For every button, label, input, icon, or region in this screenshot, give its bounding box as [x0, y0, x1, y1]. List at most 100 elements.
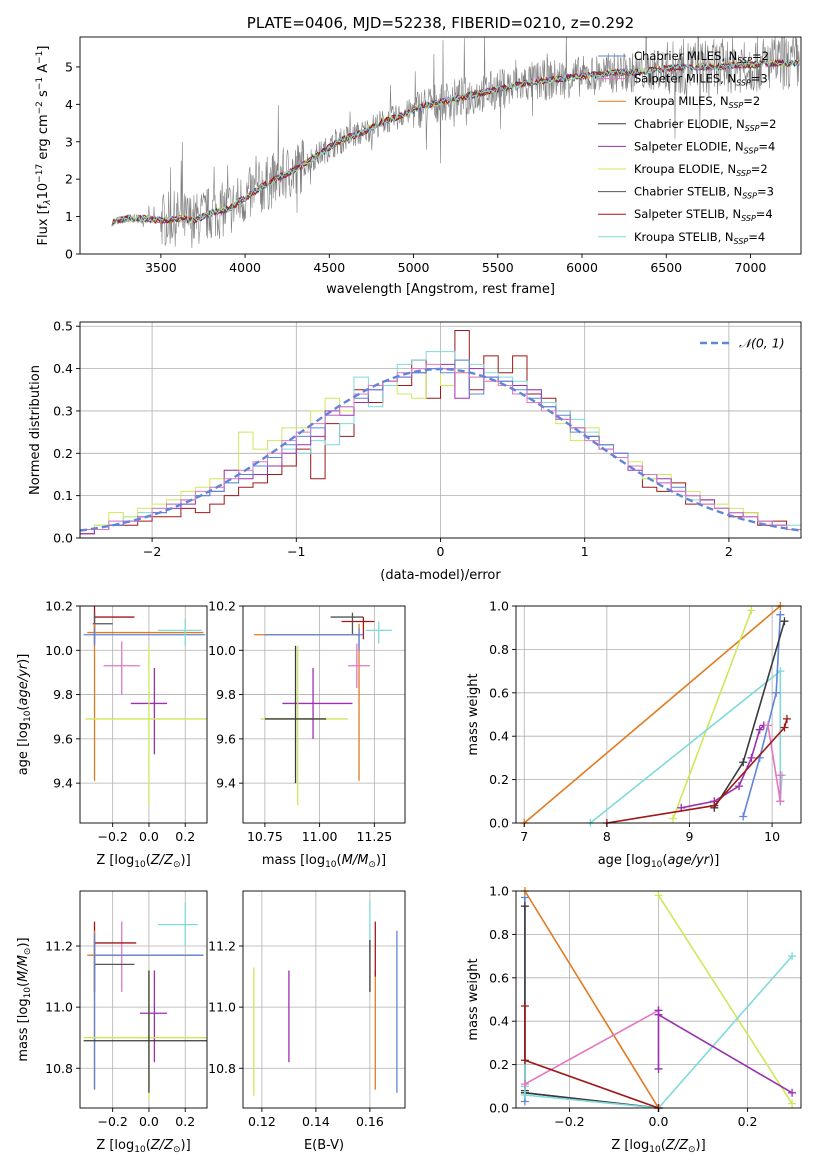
lines — [520, 887, 797, 1112]
x-tick-label: 4500 — [313, 260, 345, 275]
y-tick-label: 0.4 — [489, 729, 509, 744]
model-line — [111, 58, 800, 226]
point-marker — [788, 952, 797, 961]
x-tick-label: 4000 — [229, 260, 261, 275]
legend-label: Chabrier ELODIE, NSSP=2 — [634, 117, 776, 133]
x-tick-label: 0.2 — [175, 1114, 195, 1129]
y-axis-label: Normed distribution — [28, 365, 43, 495]
x-tick-label: 0.0 — [649, 1114, 669, 1129]
y-tick-label: 10.8 — [208, 1061, 236, 1076]
y-axis-label: mass [log10(M/M⊙)] — [16, 937, 33, 1061]
point-marker — [520, 1090, 529, 1099]
x-tick-label: 0.0 — [139, 829, 159, 844]
point-marker — [668, 814, 677, 823]
y-tick-label: 9.8 — [53, 687, 73, 702]
legend-label: Kroupa ELODIE, NSSP=2 — [634, 162, 768, 178]
point-marker — [520, 1056, 529, 1065]
weight-line — [524, 890, 660, 1109]
legend-label: Kroupa STELIB, NSSP=4 — [634, 230, 765, 246]
x-tick-label: 0.2 — [175, 829, 195, 844]
point-marker — [654, 1064, 663, 1073]
point-marker — [755, 725, 764, 734]
point-marker — [780, 617, 789, 626]
x-tick-label: −0.2 — [97, 1114, 127, 1129]
point-marker — [520, 1002, 529, 1011]
y-tick-label: 0.1 — [53, 488, 73, 503]
y-tick-label: 1 — [65, 209, 73, 224]
point-marker — [776, 771, 785, 780]
y-tick-label: 11.0 — [208, 1000, 236, 1015]
point-marker — [520, 1080, 529, 1089]
weight-line — [672, 610, 753, 819]
spectrum-lines — [111, 37, 800, 249]
y-tick-label: 9.4 — [216, 776, 236, 791]
x-tick-label: −2 — [143, 544, 161, 559]
y-tick-label: 9.6 — [216, 731, 236, 746]
markers — [253, 900, 398, 1096]
point-marker — [788, 1088, 797, 1097]
y-tick-label: 11.0 — [45, 1000, 73, 1015]
y-tick-label: 10.2 — [208, 599, 236, 614]
x-tick-label: 9 — [686, 829, 694, 844]
weight-line — [523, 605, 781, 824]
x-tick-label: 1 — [581, 544, 589, 559]
x-tick-label: 3500 — [145, 260, 177, 275]
point-marker — [654, 1010, 663, 1019]
x-tick-label: 10.75 — [247, 829, 283, 844]
x-tick-label: −0.2 — [97, 829, 127, 844]
x-axis-label: mass [log10(M/M⊙)] — [262, 853, 386, 870]
markers — [83, 606, 207, 806]
legend-label: Salpeter MILES, NSSP=3 — [634, 72, 768, 88]
y-tick-label: 0.8 — [489, 642, 509, 657]
markers — [83, 903, 207, 1099]
x-axis-label: Z [log10(Z/Z⊙)] — [96, 853, 190, 870]
legend-label: Salpeter STELIB, NSSP=4 — [634, 207, 773, 223]
y-tick-label: 10.2 — [45, 599, 73, 614]
point-marker — [747, 753, 756, 762]
y-axis-label: age [log10(age/yr)] — [16, 654, 33, 776]
y-tick-label: 0.0 — [489, 1101, 509, 1116]
age-vs-mass-panel: 10.75 11.00 11.25 9.4 9.6 9.8 10.0 10.2 mass [lo… — [208, 599, 406, 870]
x-tick-label: 6000 — [566, 260, 598, 275]
y-tick-label: 10.8 — [45, 1061, 73, 1076]
spectrum-panel: 3500 4000 4500 5000 5500 6000 6500 7000 0 1 2 3 4 5 Ch… — [35, 14, 802, 297]
legend-label: 𝒩(0, 1) — [739, 336, 785, 351]
y-tick-label: 0.6 — [489, 970, 509, 985]
y-tick-label: 0.2 — [53, 446, 73, 461]
point-marker — [747, 606, 756, 615]
x-axis-label: Z [log10(Z/Z⊙)] — [611, 1138, 705, 1155]
legend-label: Chabrier MILES, NSSP=2 — [634, 49, 769, 65]
x-axis-label: wavelength [Angstrom, rest frame] — [326, 282, 555, 297]
legend: Chabrier MILES, NSSP=2 Salpeter MILES, NS… — [598, 49, 776, 246]
x-tick-label: 6500 — [650, 260, 682, 275]
x-tick-label: 0.14 — [302, 1114, 330, 1129]
y-tick-label: 0 — [65, 247, 73, 262]
y-tick-label: 1.0 — [489, 884, 509, 899]
point-marker — [739, 812, 748, 821]
y-tick-label: 0.3 — [53, 403, 73, 418]
x-tick-label: 0 — [437, 544, 445, 559]
x-tick-label: 0.12 — [248, 1114, 276, 1129]
mass-vs-ebv-panel: 0.12 0.14 0.16 10.8 11.0 11.2 E(B-V) — [208, 890, 406, 1153]
point-marker — [735, 782, 744, 791]
y-tick-label: 5 — [65, 59, 73, 74]
x-axis-label: E(B-V) — [304, 1138, 344, 1153]
y-axis-label: Flux [fλ10−17 erg cm−2 s−1 A−1] — [35, 46, 53, 246]
x-tick-label: 11.25 — [356, 829, 392, 844]
y-tick-label: 1.0 — [489, 599, 509, 614]
weight-line — [606, 718, 788, 824]
y-tick-label: 0.2 — [489, 772, 509, 787]
chart-title: PLATE=0406, MJD=52238, FIBERID=0210, z=0… — [247, 14, 634, 32]
y-tick-label: 4 — [65, 97, 73, 112]
weight-line — [524, 1009, 659, 1085]
x-tick-label: 0.16 — [356, 1114, 384, 1129]
y-axis-label: mass weight — [466, 958, 481, 1040]
y-tick-label: 9.6 — [53, 731, 73, 746]
point-marker — [763, 721, 772, 730]
y-axis-label: mass weight — [466, 673, 481, 755]
observed-spectrum — [111, 37, 800, 249]
point-marker — [780, 723, 789, 732]
axes-frame — [79, 605, 208, 824]
x-tick-label: 5000 — [398, 260, 430, 275]
